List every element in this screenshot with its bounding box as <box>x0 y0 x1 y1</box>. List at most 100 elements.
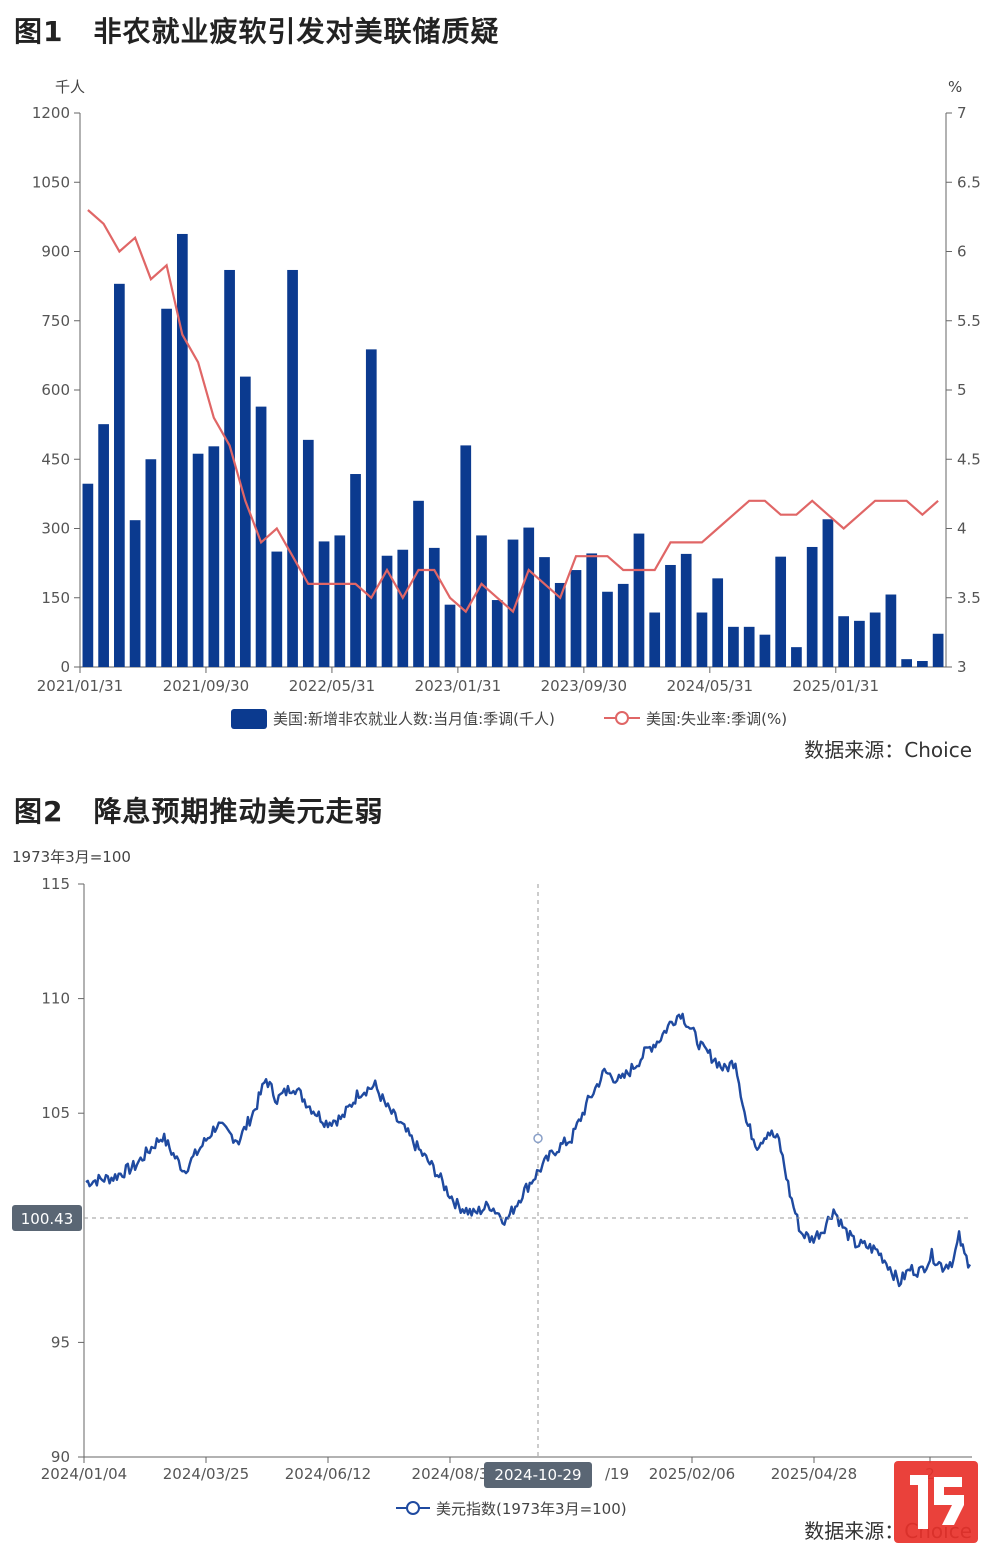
left-axis-unit: 千人 <box>55 78 85 96</box>
right-axis-tick-label: 5 <box>957 381 967 399</box>
x-axis-tick-label: 2022/05/31 <box>289 677 375 695</box>
payroll-bar <box>586 553 598 667</box>
figure2-number: 图2 <box>14 795 64 828</box>
payroll-bar <box>444 604 456 667</box>
payroll-bar <box>381 555 393 667</box>
right-axis-tick-label: 6 <box>957 243 967 261</box>
payroll-bar <box>869 612 881 667</box>
crosshair-point <box>533 1133 543 1144</box>
payroll-bar <box>617 583 629 667</box>
y-axis-tick-label: 95 <box>51 1333 70 1351</box>
x-axis-tick-label: 2024/05/31 <box>667 677 753 695</box>
figure2-title-text: 降息预期推动美元走弱 <box>93 795 384 828</box>
payroll-bar <box>334 535 346 667</box>
x-axis-tick-label: /19 <box>605 1465 629 1483</box>
payroll-bar <box>302 439 314 667</box>
x-axis-tick-label: 2025/01/31 <box>793 677 879 695</box>
payroll-bar <box>728 626 739 667</box>
right-axis-unit: % <box>948 78 962 96</box>
payroll-bar <box>570 570 582 667</box>
payroll-bar <box>806 546 818 667</box>
payroll-bar <box>397 549 409 667</box>
left-axis-tick-label: 0 <box>60 658 70 676</box>
payroll-bar <box>901 659 912 667</box>
x-axis-tick-label: 2023/01/31 <box>415 677 501 695</box>
payroll-bar <box>917 660 928 667</box>
x-axis-tick-label: 2023/09/30 <box>541 677 627 695</box>
payroll-bar <box>665 564 676 667</box>
figure1-title: 图1 非农就业疲软引发对美联储质疑 <box>14 10 500 50</box>
legend-label: 美元指数(1973年3月=100) <box>436 1500 627 1518</box>
payroll-bar <box>460 445 472 667</box>
payroll-bar <box>224 269 235 667</box>
payroll-bar <box>854 620 865 667</box>
payroll-bar <box>145 459 157 667</box>
figure1-number: 图1 <box>14 15 64 48</box>
y-axis-tick-label: 115 <box>41 875 70 893</box>
payroll-bar <box>255 406 267 667</box>
crosshair-x-label: 2024-10-29 <box>494 1466 581 1484</box>
payroll-bar <box>696 612 708 667</box>
right-axis-tick-label: 3.5 <box>957 589 981 607</box>
left-axis-tick-label: 600 <box>41 381 70 399</box>
payroll-bar <box>712 578 724 667</box>
payroll-bar <box>838 616 850 667</box>
x-axis-tick-label: 2024/03/25 <box>163 1465 249 1483</box>
y-axis-tick-label: 110 <box>41 990 70 1008</box>
payroll-bar <box>239 376 251 667</box>
left-axis-tick-label: 900 <box>41 243 70 261</box>
x-axis-tick-label: 2024/06/12 <box>285 1465 371 1483</box>
legend-line-marker <box>615 711 629 725</box>
payroll-bar <box>413 500 424 667</box>
payroll-bar <box>491 600 503 667</box>
right-axis-tick-label: 5.5 <box>957 312 981 330</box>
x-axis-tick-label: 2025/02/06 <box>649 1465 735 1483</box>
figure1-title-text: 非农就业疲软引发对美联储质疑 <box>93 15 500 48</box>
payroll-bar <box>680 553 692 667</box>
legend-line-marker <box>406 1501 420 1515</box>
payroll-bar <box>759 634 771 667</box>
right-axis-tick-label: 4 <box>957 520 967 538</box>
legend-line-label: 美国:失业率:季调(%) <box>646 710 787 728</box>
payroll-bar <box>775 556 787 667</box>
left-axis-tick-label: 1050 <box>32 173 70 191</box>
payroll-bar <box>114 283 125 667</box>
payroll-bar <box>649 612 661 667</box>
watermark-logo-icon <box>894 1461 978 1543</box>
left-axis-tick-label: 750 <box>41 312 70 330</box>
left-axis-tick-label: 150 <box>41 589 70 607</box>
dollar-index-line <box>85 1012 972 1288</box>
crosshair-y-label: 100.43 <box>21 1210 74 1228</box>
payroll-bar <box>523 527 535 667</box>
left-axis-tick-label: 450 <box>41 450 70 468</box>
unemployment-line <box>87 209 939 614</box>
legend-bar-label: 美国:新增非农就业人数:当月值:季调(千人) <box>273 710 555 728</box>
left-axis-tick-label: 1200 <box>32 104 70 122</box>
y-axis-tick-label: 105 <box>41 1104 70 1122</box>
y-axis-unit: 1973年3月=100 <box>12 848 131 866</box>
x-axis-tick-label: 2021/01/31 <box>37 677 123 695</box>
payroll-bar <box>428 547 440 667</box>
payroll-bar <box>633 533 645 667</box>
figure1-source: 数据来源：Choice <box>804 738 972 762</box>
right-axis-tick-label: 3 <box>957 658 967 676</box>
right-axis-tick-label: 4.5 <box>957 450 981 468</box>
payroll-bar <box>539 557 550 667</box>
x-axis-tick-label: 2021/09/30 <box>163 677 249 695</box>
payroll-bar <box>932 633 944 667</box>
payroll-bar <box>476 535 487 667</box>
payroll-bar <box>791 647 802 667</box>
payroll-bar <box>271 551 283 667</box>
chart1-payrolls-unemployment: 千人 % 0 150 300 450 600 750 900 1050 1200 3 3.5 4 4.5 5 5… <box>32 78 981 729</box>
payroll-bar <box>161 308 172 667</box>
payroll-bar <box>554 582 566 667</box>
payroll-bar <box>82 483 94 667</box>
payroll-bar <box>743 626 755 667</box>
payroll-bar <box>176 233 188 667</box>
payroll-bar <box>365 349 377 667</box>
payroll-bar <box>822 519 834 667</box>
x-axis-tick-label: 2024/08/3 <box>412 1465 489 1483</box>
payroll-bar <box>885 594 897 667</box>
payroll-bar <box>602 591 613 667</box>
left-axis-tick-label: 300 <box>41 520 70 538</box>
